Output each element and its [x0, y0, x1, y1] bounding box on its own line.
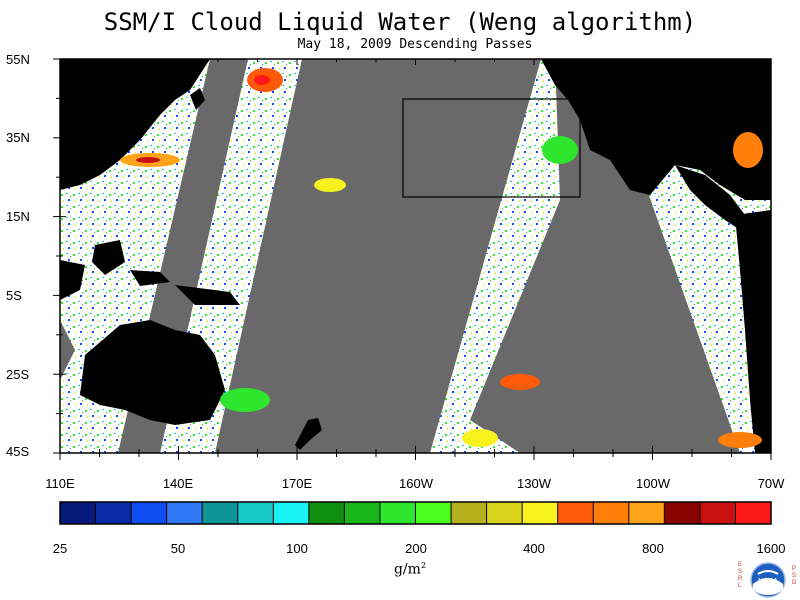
colorbar-swatch — [522, 502, 559, 524]
logo-letter: S — [738, 569, 743, 575]
lat-label: 5S — [6, 288, 22, 303]
logo-letter: L — [738, 583, 742, 589]
lon-label: 160W — [399, 476, 433, 491]
map-subtitle: May 18, 2009 Descending Passes — [297, 37, 533, 52]
colorbar — [59, 501, 772, 525]
colorbar-swatch — [237, 502, 274, 524]
lon-label: 100W — [636, 476, 670, 491]
units-exponent: 2 — [420, 561, 427, 570]
colorbar-label: 100 — [286, 541, 308, 556]
colorbar-swatch — [593, 502, 630, 524]
colorbar-swatch — [664, 502, 701, 524]
colorbar-swatch — [273, 502, 310, 524]
colorbar-units: g/m2 — [380, 561, 440, 578]
heavy-cloud-features — [120, 68, 763, 448]
analysis-box — [402, 98, 581, 198]
colorbar-swatch — [344, 502, 381, 524]
logo-letter: R — [738, 576, 743, 582]
noaa-emblem: NOAA — [750, 562, 786, 598]
lat-label: 35N — [6, 130, 30, 145]
colorbar-swatch — [486, 502, 523, 524]
colorbar-swatch — [699, 502, 736, 524]
lon-label: 110E — [45, 476, 75, 491]
colorbar-label: 50 — [170, 541, 186, 556]
colorbar-label: 1600 — [756, 541, 786, 556]
colorbar-label: 25 — [52, 541, 68, 556]
noaa-esrl-psd-logo: E S R L NOAA P S D — [736, 560, 800, 600]
logo-center-text: NOAA — [758, 578, 778, 585]
colorbar-swatch — [379, 502, 416, 524]
lon-label: 130W — [517, 476, 551, 491]
logo-left-letters: E S R L — [738, 562, 742, 590]
colorbar-label: 800 — [642, 541, 664, 556]
colorbar-swatch — [308, 502, 345, 524]
colorbar-label: 200 — [405, 541, 427, 556]
colorbar-label: 400 — [523, 541, 545, 556]
lat-label: 45S — [6, 444, 30, 459]
logo-letter: P — [792, 566, 797, 572]
logo-letter: D — [792, 580, 797, 586]
colorbar-swatch — [166, 502, 203, 524]
units-text: g/m — [393, 561, 421, 578]
colorbar-swatch — [735, 502, 772, 524]
axis-ticks — [53, 58, 772, 460]
colorbar-swatch — [451, 502, 488, 524]
lon-label: 70W — [757, 476, 785, 491]
lon-label: 170E — [281, 476, 313, 491]
colorbar-swatch — [131, 502, 168, 524]
land-masses — [60, 59, 771, 453]
lat-label: 15N — [6, 209, 30, 224]
colorbar-swatch — [202, 502, 239, 524]
lat-label: 55N — [6, 52, 30, 67]
logo-letter: E — [738, 562, 743, 568]
colorbar-frame — [59, 501, 772, 525]
lon-label: 140E — [162, 476, 194, 491]
map-title: SSM/I Cloud Liquid Water (Weng algorithm… — [103, 8, 697, 36]
colorbar-swatch — [628, 502, 665, 524]
logo-right-letters: P S D — [792, 566, 796, 587]
colorbar-swatch — [95, 502, 132, 524]
colorbar-swatch — [60, 502, 97, 524]
colorbar-swatch — [557, 502, 594, 524]
colorbar-swatch — [415, 502, 452, 524]
lat-label: 25S — [6, 367, 30, 382]
logo-letter: S — [792, 573, 797, 579]
